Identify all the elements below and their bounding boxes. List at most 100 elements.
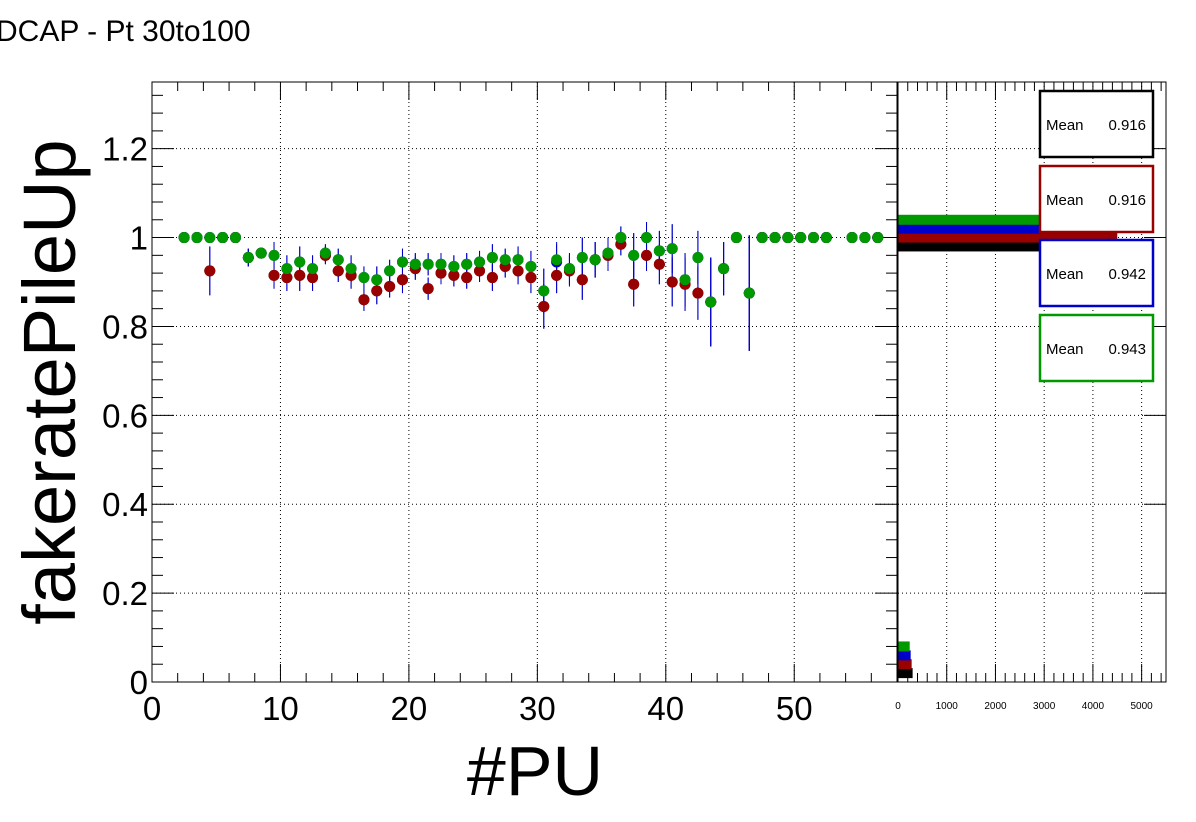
data-point-green	[204, 232, 216, 244]
data-point-red	[666, 276, 678, 288]
data-point-green	[255, 247, 267, 259]
data-point-green	[756, 232, 768, 244]
data-point-green	[474, 256, 486, 268]
data-point-green	[820, 232, 832, 244]
stats-boxes: Mean 0.916 Mean 0.916 Mean 0.942 Mean 0.943	[1038, 89, 1155, 383]
data-point-red	[692, 287, 704, 299]
projection-x-tick-labels: 0 1000 2000 3000 4000 5000	[895, 701, 1153, 712]
projection-bar-green	[898, 214, 1103, 225]
stats-label: Mean	[1046, 341, 1084, 358]
data-point-green	[422, 258, 434, 270]
data-point-green	[268, 249, 280, 261]
data-point-red	[641, 249, 653, 261]
data-point-red	[281, 272, 293, 284]
data-point-green	[859, 232, 871, 244]
projection-x-tick-label: 0	[895, 701, 901, 712]
error-bars	[209, 222, 750, 351]
data-point-green	[602, 247, 614, 259]
stats-value: 0.916	[1108, 192, 1146, 209]
projection-bar-blue	[898, 650, 911, 661]
data-point-green	[229, 232, 241, 244]
data-point-green	[666, 243, 678, 255]
data-point-green	[525, 260, 537, 272]
main-plot-frame	[151, 81, 898, 683]
projection-x-tick-label: 4000	[1082, 701, 1105, 712]
projection-bar-red	[898, 232, 1118, 243]
projection-x-tick-label: 3000	[1033, 701, 1056, 712]
stats-box-1: Mean 0.916	[1038, 164, 1155, 234]
data-point-red	[653, 258, 665, 270]
stats-box-3: Mean 0.943	[1038, 313, 1155, 383]
data-point-green	[628, 249, 640, 261]
projection-bar-red	[898, 659, 912, 670]
projection-x-tick-label: 5000	[1131, 701, 1154, 712]
data-point-red	[628, 278, 640, 290]
data-point-red	[512, 265, 524, 277]
data-point-green	[371, 274, 383, 286]
projection-bar-green	[898, 641, 910, 652]
data-point-red	[422, 283, 434, 295]
data-point-green	[718, 263, 730, 275]
chart-title: DCAP - Pt 30to100	[0, 15, 251, 48]
data-point-green	[435, 258, 447, 270]
data-point-green	[396, 256, 408, 268]
data-point-green	[679, 274, 691, 286]
y-tick-label: 0.4	[102, 486, 148, 523]
stats-value: 0.916	[1108, 117, 1146, 134]
data-point-green	[769, 232, 781, 244]
stats-value: 0.943	[1108, 341, 1146, 358]
data-point-red	[538, 300, 550, 312]
stats-box-frame	[1038, 164, 1155, 234]
data-point-red	[435, 267, 447, 279]
data-point-green	[782, 232, 794, 244]
data-point-green	[307, 263, 319, 275]
y-axis-title: fakeratePileUp	[8, 139, 91, 624]
projection-bar-blue	[898, 223, 1110, 234]
data-point-green	[743, 287, 755, 299]
stats-value: 0.942	[1108, 266, 1146, 283]
y-tick-label: 1	[130, 220, 148, 257]
data-point-green	[384, 265, 396, 277]
data-point-green	[730, 232, 742, 244]
data-point-red	[307, 272, 319, 284]
x-tick-label: 0	[143, 690, 161, 727]
main-grid	[151, 82, 897, 683]
data-point-red	[358, 294, 370, 306]
data-point-green	[345, 263, 357, 275]
x-tick-label: 20	[391, 690, 428, 727]
y-tick-label: 1.2	[102, 131, 148, 168]
y-tick-labels: 0 0.2 0.4 0.6 0.8 1 1.2	[102, 131, 148, 701]
projection-x-tick-label: 2000	[984, 701, 1007, 712]
data-point-green	[563, 263, 575, 275]
data-point-green	[705, 296, 717, 308]
stats-box-frame	[1038, 238, 1155, 308]
stats-box-0: Mean 0.916	[1038, 89, 1155, 159]
data-point-green	[281, 263, 293, 275]
x-tick-label: 30	[519, 690, 556, 727]
data-point-green	[615, 232, 627, 244]
y-tick-label: 0	[130, 664, 148, 701]
data-point-green	[217, 232, 229, 244]
stats-box-frame	[1038, 313, 1155, 383]
projection-x-tick-label: 1000	[936, 701, 959, 712]
data-point-red	[384, 280, 396, 292]
data-point-green	[461, 258, 473, 270]
data-point-green	[808, 232, 820, 244]
data-point-green	[653, 245, 665, 257]
y-tick-label: 0.6	[102, 397, 148, 434]
main-plot: 0 10 20 30 40 50 0 0.2 0.4 0.6 0.8 1 1.2	[102, 81, 898, 727]
projection-bar-black	[898, 668, 913, 679]
data-point-red	[486, 272, 498, 284]
data-point-green	[589, 254, 601, 266]
data-point-green	[846, 232, 858, 244]
x-tick-labels: 0 10 20 30 40 50	[143, 690, 813, 727]
stats-box-frame	[1038, 89, 1155, 159]
data-point-green	[294, 256, 306, 268]
data-point-green	[641, 232, 653, 244]
y-tick-label: 0.8	[102, 308, 148, 345]
main-ticks	[151, 82, 898, 683]
x-axis-title: #PU	[467, 732, 603, 810]
stats-label: Mean	[1046, 117, 1084, 134]
data-point-green	[409, 258, 421, 270]
